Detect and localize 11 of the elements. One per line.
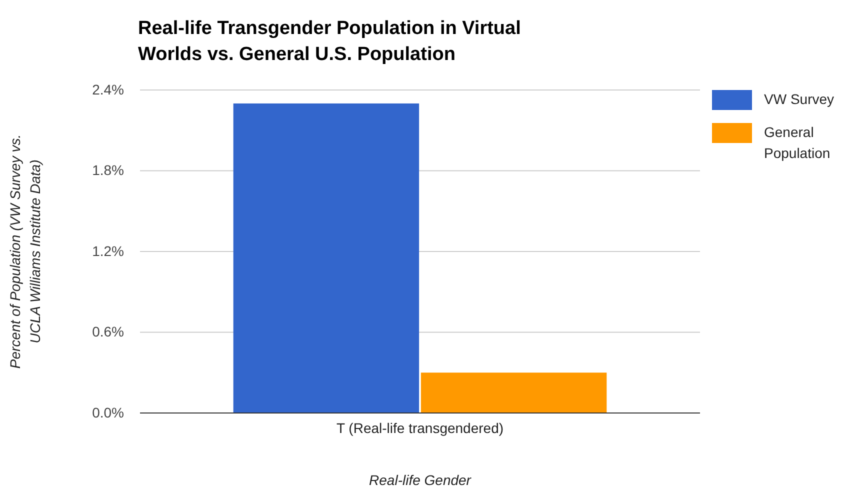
y-tick-label: 0.0% <box>92 404 124 420</box>
y-tick-label: 0.6% <box>92 324 124 340</box>
x-tick-label: T (Real-life transgendered) <box>336 420 504 436</box>
chart-title: Real-life Transgender Population in Virtual Worlds vs. General U.S. Population <box>138 18 521 65</box>
x-axis-title: Real-life Gender <box>369 472 472 488</box>
y-tick-label: 1.8% <box>92 162 124 178</box>
y-tick-label: 1.2% <box>92 242 124 259</box>
y-tick-label: 2.4% <box>92 81 124 98</box>
legend-label: General Population <box>764 124 830 161</box>
legend-label: VW Survey <box>764 91 834 107</box>
y-axis-title: Percent of Population (VW Survey vs. UCLA Williams Institute Data) <box>7 134 43 369</box>
